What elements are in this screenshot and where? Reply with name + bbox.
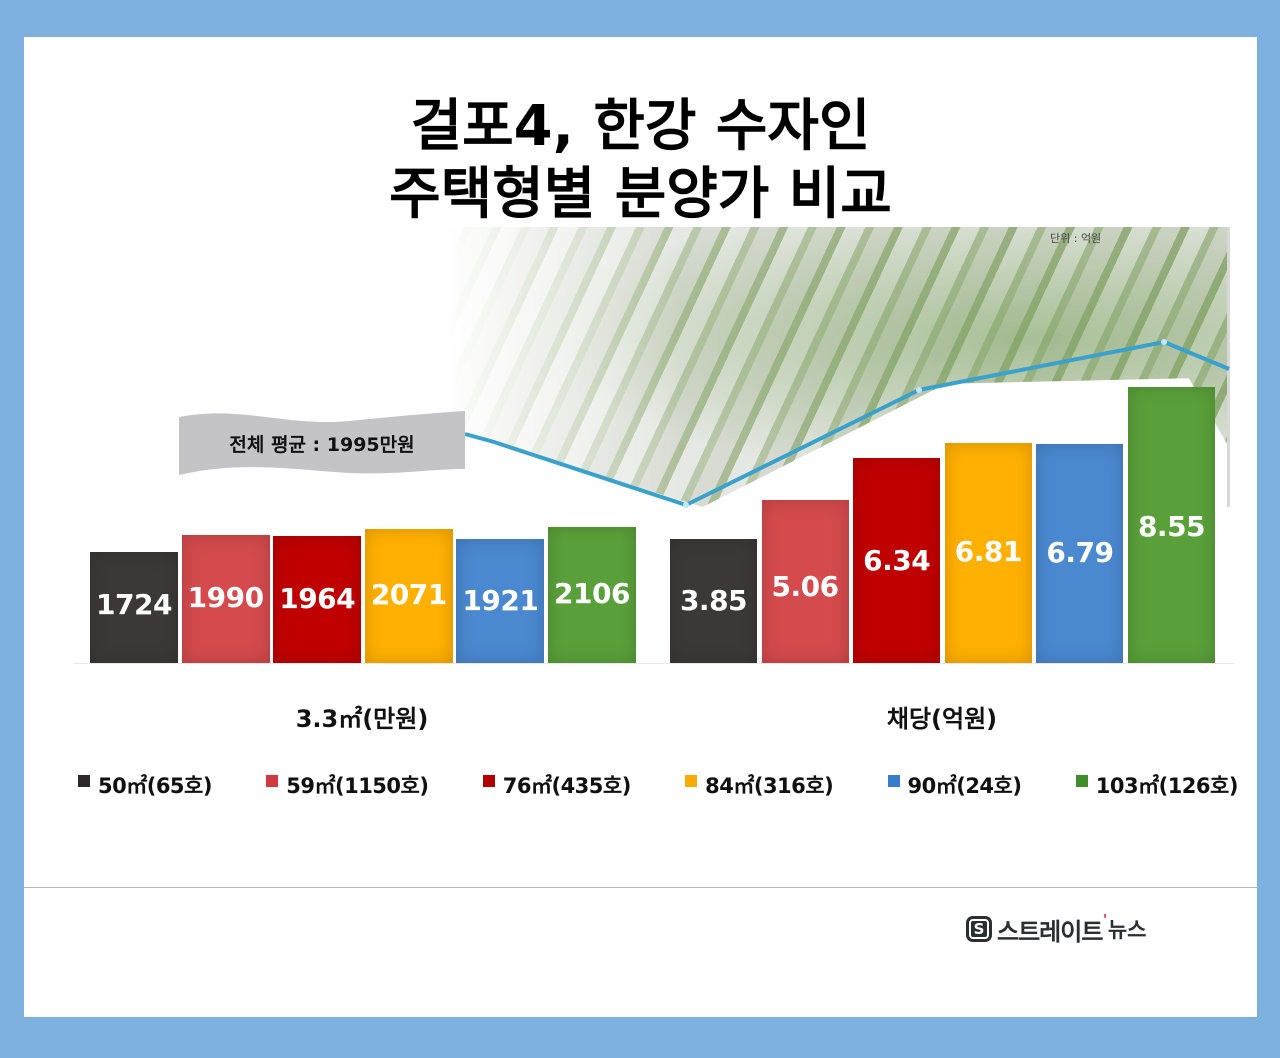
bar: 1921 <box>456 539 545 663</box>
legend-swatch-icon <box>482 775 495 787</box>
group-label-per-unit: 채당(억원) <box>886 705 998 733</box>
bar: 2071 <box>364 529 453 663</box>
legend-item: 59㎡(1150호) <box>266 770 429 800</box>
bar: 2106 <box>548 527 636 663</box>
legend-label: 76㎡(435호) <box>502 774 632 798</box>
average-banner: 전체 평균 : 1995만원 <box>179 411 465 475</box>
legend-item: 50㎡(65호) <box>78 770 212 800</box>
legend-swatch-icon <box>1075 775 1088 787</box>
bar: 6.79 <box>1036 443 1124 663</box>
trend-point-icon <box>683 502 689 508</box>
legend-item: 90㎡(24호) <box>887 770 1022 800</box>
unit-note: 단위 : 억원 <box>1050 232 1102 245</box>
bar-value-label: 1990 <box>187 580 264 614</box>
logo-accent-icon: ' <box>1103 910 1107 931</box>
legend-item: 103㎡(126호) <box>1075 770 1239 800</box>
bar-value-label: 1724 <box>96 588 172 621</box>
bar: 3.85 <box>670 539 757 663</box>
bar-value-label: 2071 <box>370 577 447 611</box>
bar-value-label: 1921 <box>462 583 539 617</box>
legend-swatch-icon <box>266 775 279 787</box>
bar: 1964 <box>273 536 362 663</box>
logo-name: 스트레이트 <box>997 917 1103 946</box>
legend-swatch-icon <box>887 775 900 787</box>
bar: 8.55 <box>1128 387 1215 663</box>
footer-divider <box>24 887 1257 888</box>
ribbon-shape-icon <box>179 411 465 475</box>
bar: 6.81 <box>944 443 1032 663</box>
bar: 1990 <box>181 534 270 663</box>
bar-value-label: 6.79 <box>1046 535 1114 569</box>
legend-label: 103㎡(126호) <box>1095 774 1239 798</box>
legend-swatch-icon <box>685 775 698 787</box>
group-label-per-pyeong: 3.3㎡(만원) <box>295 705 429 733</box>
legend-swatch-icon <box>78 775 90 787</box>
bar: 5.06 <box>761 499 849 663</box>
bar-value-label: 6.34 <box>863 543 931 577</box>
bar-value-label: 1964 <box>279 581 356 615</box>
infographic-card: 걸포4, 한강 수자인 주택형별 분양가 비교 단위 : 억원 전체 평균 : … <box>24 37 1257 1017</box>
illustration-edge <box>1227 227 1230 507</box>
bar: 1724 <box>90 552 178 663</box>
page-title: 걸포4, 한강 수자인 주택형별 분양가 비교 <box>24 93 1257 229</box>
bar-value-label: 3.85 <box>679 584 748 617</box>
legend-label: 50㎡(65호) <box>98 774 212 798</box>
bar-value-label: 2106 <box>554 577 630 610</box>
bar-value-label: 8.55 <box>1137 510 1206 543</box>
legend-item: 76㎡(435호) <box>482 770 632 800</box>
bar: 6.34 <box>853 458 941 663</box>
legend-label: 84㎡(316호) <box>705 774 834 798</box>
chart-baseline <box>74 663 1234 664</box>
logo-mark-icon: S <box>966 916 992 942</box>
logo-sub: 뉴스 <box>1107 918 1147 942</box>
bar-value-label: 5.06 <box>771 569 840 603</box>
average-banner-text: 전체 평균 : 1995만원 <box>229 433 415 456</box>
publisher-logo: S 스트레이트 ' 뉴스 <box>966 911 1147 946</box>
legend: 50㎡(65호) 59㎡(1150호) 76㎡(435호) 84㎡(316호) … <box>78 767 1238 803</box>
legend-item: 84㎡(316호) <box>685 770 834 800</box>
title-line-1: 걸포4, 한강 수자인 <box>410 94 871 159</box>
title-line-2: 주택형별 분양가 비교 <box>389 162 892 227</box>
legend-label: 90㎡(24호) <box>907 774 1022 798</box>
legend-label: 59㎡(1150호) <box>286 774 429 798</box>
bar-value-label: 6.81 <box>954 534 1023 568</box>
